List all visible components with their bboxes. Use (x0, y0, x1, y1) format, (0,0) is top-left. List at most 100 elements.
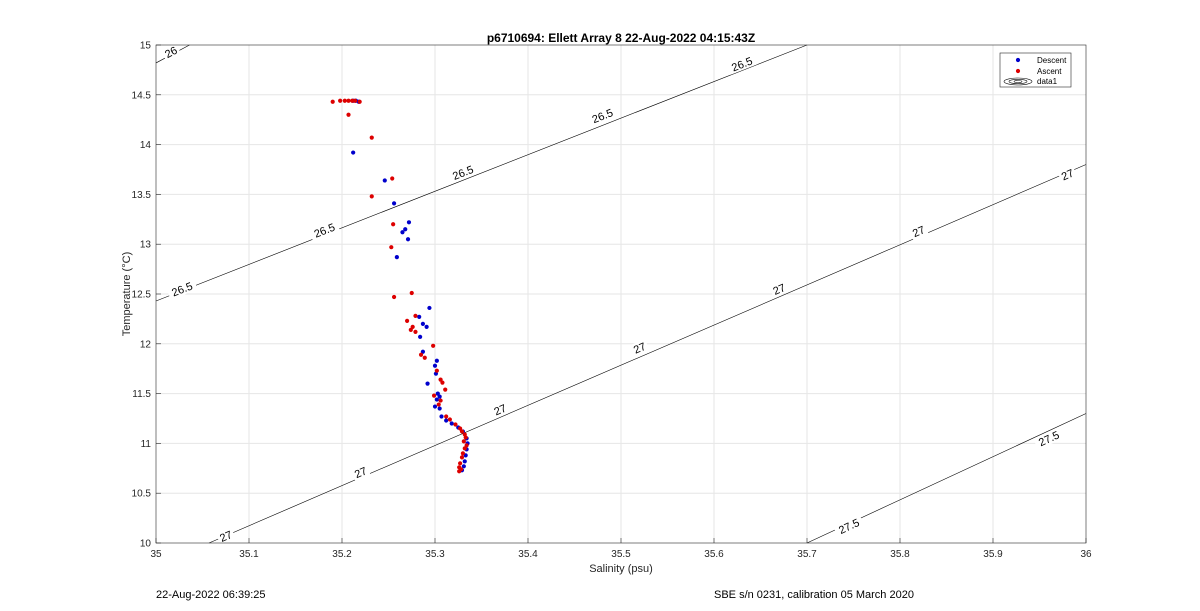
contour-label-text: 26.5 (591, 107, 615, 126)
contour-label-bg (629, 339, 650, 357)
contour-label-text: 27.5 (837, 517, 861, 537)
ascent-point (330, 99, 335, 104)
ascent-point (369, 194, 374, 199)
legend-descent-label: Descent (1037, 56, 1067, 65)
descent-point (425, 381, 430, 386)
ascent-point (389, 245, 394, 250)
contour-label-bg (833, 514, 865, 538)
chart-title: p6710694: Ellett Array 8 22-Aug-2022 04:… (487, 31, 755, 45)
ascent-point (346, 98, 351, 103)
y-tick-label: 10.5 (132, 489, 152, 500)
ascent-point (434, 368, 439, 373)
contour-label-text: 27 (492, 403, 508, 419)
descent-point (434, 397, 439, 402)
contour-label-bg (908, 222, 929, 241)
descent-point (424, 324, 429, 329)
ascent-point (391, 294, 397, 300)
legend-descent-marker (1015, 57, 1021, 63)
ascent-point (438, 398, 443, 403)
ascent-point (352, 98, 358, 103)
contour-label-text: 27.5 (1037, 429, 1061, 449)
contour-label-bg (1057, 165, 1078, 184)
contour-label-text: 27 (911, 224, 927, 240)
contour-label-bg (1033, 426, 1065, 450)
y-tick-label: 11.5 (132, 389, 151, 400)
ascent-point (422, 355, 427, 360)
contour-label: 26.5 (726, 53, 758, 75)
contour-label-bg (215, 527, 236, 545)
contour-label-bg (586, 104, 618, 127)
contour-label-text: 27 (353, 465, 369, 481)
ascent-point (410, 324, 415, 329)
descent-point (406, 220, 412, 225)
ascent-point (463, 435, 468, 440)
y-tick-label: 11 (141, 439, 152, 450)
descent-point (444, 418, 449, 423)
descent-point (400, 230, 405, 235)
contour-label-bg (490, 400, 511, 419)
contour-label-text: 26.5 (730, 55, 754, 74)
descent-point (432, 404, 438, 409)
x-tick-label: 35.4 (518, 549, 538, 560)
descent-point (418, 334, 423, 339)
descent-point (435, 391, 440, 396)
contour-line-26.5 (155, 44, 808, 302)
x-tick-label: 35 (150, 549, 162, 560)
descent-point (449, 421, 454, 426)
descent-point (394, 255, 399, 260)
contour-label: 27 (215, 527, 236, 545)
contour-label-text: 26 (163, 45, 179, 61)
ascent-point (457, 469, 462, 474)
ascent-point (459, 455, 465, 460)
y-axis-ticks: 10 10.5 11 11.5 12 12.5 13 13.5 14 14.5 15 (132, 41, 161, 550)
descent-point (439, 414, 444, 419)
legend-ascent-label: Ascent (1037, 67, 1062, 76)
ascent-point (458, 461, 463, 466)
contour-label-text: 26.5 (313, 222, 337, 241)
contour-label-bg (166, 278, 198, 300)
descent-point (403, 227, 408, 232)
contour-label-text: 27 (771, 282, 787, 298)
ascent-point (461, 439, 466, 444)
descent-point (391, 201, 397, 206)
ascent-point (418, 352, 424, 357)
contour-label-text: 27 (218, 529, 234, 545)
data-points (330, 98, 470, 474)
descent-point (420, 349, 426, 354)
contour-label: 27 (769, 280, 790, 298)
y-tick-label: 13.5 (132, 190, 152, 201)
contour-label: 27 (1057, 165, 1078, 184)
y-tick-label: 14.5 (132, 90, 152, 101)
ascent-point (458, 426, 463, 431)
ascent-point (413, 329, 418, 334)
ascent-point (369, 135, 374, 140)
legend: Descent Ascent data1 (999, 52, 1072, 88)
contour-label: 26.5 (447, 161, 479, 184)
x-tick-label: 35.1 (239, 549, 259, 560)
x-tick-label: 35.7 (797, 549, 817, 560)
legend-box (999, 52, 1072, 88)
contour-label-bg (447, 161, 479, 184)
descent-point (405, 237, 411, 242)
contour-label: 26.5 (308, 219, 340, 242)
y-tick-label: 15 (140, 41, 152, 52)
contour-label: 26.5 (586, 104, 618, 127)
contour-label-text: 27 (1060, 167, 1076, 183)
legend-ascent-marker (1015, 68, 1021, 74)
grid-lines (156, 45, 1086, 543)
contour-label: 26 (160, 42, 181, 62)
y-tick-label: 13 (140, 240, 152, 251)
ascent-point (346, 112, 351, 117)
descent-point (437, 394, 442, 399)
ascent-point (390, 176, 395, 181)
legend-data1-label: data1 (1037, 77, 1058, 86)
contour-label: 27 (350, 463, 371, 481)
ascent-point (338, 98, 343, 103)
x-tick-label: 35.5 (611, 549, 631, 560)
descent-point (437, 406, 442, 411)
descent-point (427, 305, 432, 311)
ascent-point (436, 402, 441, 407)
footer-timestamp: 22-Aug-2022 06:39:25 (156, 589, 265, 601)
descent-point (461, 464, 466, 469)
